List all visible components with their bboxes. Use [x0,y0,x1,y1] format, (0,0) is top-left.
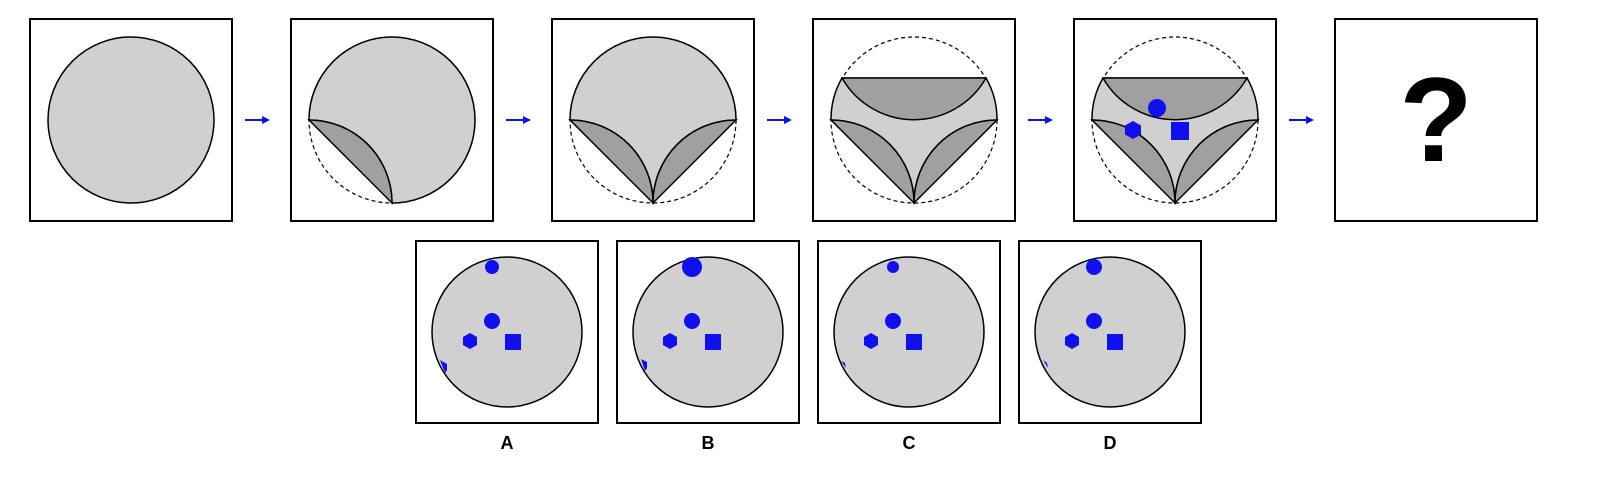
fold-flap [307,119,393,205]
folded-circle [308,36,476,204]
blue-square-icon [705,334,721,350]
blue-hexagon-fragment-icon [841,361,846,368]
option-a-label[interactable]: A [500,433,514,453]
folded-circle [569,36,737,204]
option-c-figure [833,256,985,408]
top-fold-flap [840,77,988,121]
sequence-panel-unknown: ? [1334,18,1538,222]
blue-square-icon [906,334,922,350]
option-d-panel[interactable] [1018,240,1202,424]
full-circle [1034,256,1186,408]
left-fold-flap [1090,119,1176,205]
option-c-panel[interactable] [817,240,1001,424]
right-fold-flap [1174,119,1260,205]
option-b-figure [632,256,784,408]
blue-hexagon-fragment-icon [641,359,647,371]
panel-2-figure [307,36,476,205]
blue-square-icon [1107,334,1123,350]
blue-hexagon-icon [864,333,878,349]
blue-circle-icon [684,313,700,329]
sequence-panel-2 [290,18,494,222]
sequence-panel-1 [29,18,233,222]
blue-hexagon-icon [663,333,677,349]
arrow-icon [1028,116,1053,124]
blue-hexagon-icon [463,333,477,349]
left-fold-flap [568,119,654,205]
blue-circle-icon [484,313,500,329]
blue-circle-icon [1148,99,1166,117]
arrow-icon [1289,116,1314,124]
arrow-icon [245,116,270,124]
right-fold-flap [652,119,738,205]
sequence-panel-4 [812,18,1016,222]
blue-hexagon-fragment-icon [1043,360,1048,368]
blue-circle-icon [485,260,499,274]
blue-circle-icon [1086,259,1102,275]
sequence-panel-5 [1073,18,1277,222]
blue-square-icon [505,334,521,350]
panel-1-figure [47,36,215,204]
left-fold-flap [829,119,915,205]
right-fold-flap [913,119,999,205]
blue-circle-icon [885,313,901,329]
full-circle [47,36,215,204]
sequence-panel-3 [551,18,755,222]
blue-square-icon [1171,122,1189,140]
question-mark: ? [1399,53,1473,187]
full-circle [632,256,784,408]
panel-5-figure [1090,36,1260,205]
option-b-label[interactable]: B [701,433,715,453]
blue-circle-icon [887,261,899,273]
panel-4-figure [829,36,999,205]
option-a-figure [431,256,583,408]
full-circle [431,256,583,408]
blue-circle-icon [1086,313,1102,329]
blue-hexagon-icon [1125,121,1141,139]
option-a-panel[interactable] [415,240,599,424]
option-d-figure [1034,256,1186,408]
panel-3-figure [568,36,738,205]
arrow-icon [506,116,531,124]
option-b-panel[interactable] [616,240,800,424]
arrow-icon [767,116,792,124]
blue-hexagon-icon [1065,333,1079,349]
option-c-label[interactable]: C [902,433,916,453]
blue-circle-icon [682,257,702,277]
top-fold-flap [1101,77,1249,121]
blue-hexagon-fragment-icon [440,360,447,373]
option-d-label[interactable]: D [1103,433,1117,453]
full-circle [833,256,985,408]
